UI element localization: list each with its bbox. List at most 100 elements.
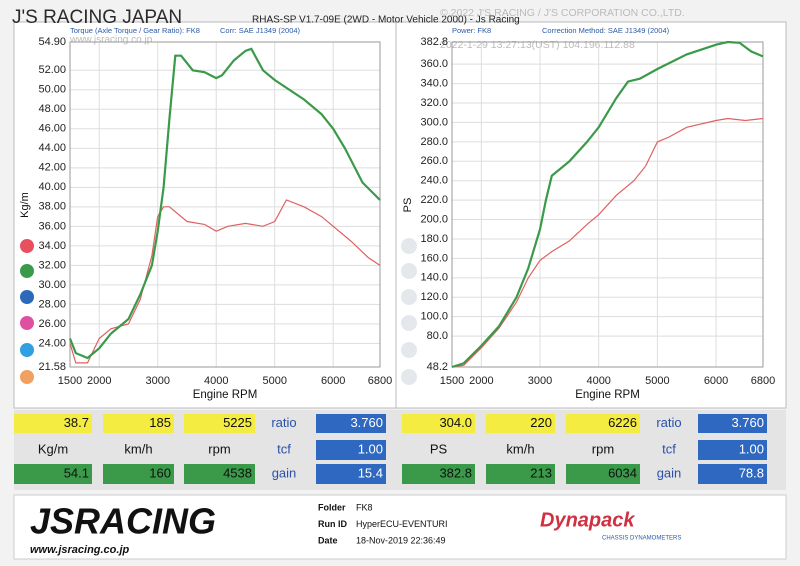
y-tick-label: 300.0	[420, 116, 448, 128]
value-box	[14, 414, 92, 433]
label: tcf	[277, 441, 291, 456]
value-box	[698, 414, 767, 433]
value: 1.00	[358, 441, 383, 456]
chart-title: Power: FK8	[452, 26, 491, 35]
label: tcf	[662, 441, 676, 456]
value: 3.760	[731, 415, 764, 430]
value-box	[566, 414, 640, 433]
x-tick-label: 1500	[440, 375, 464, 387]
x-tick-label: 5000	[262, 375, 286, 387]
unit: PS	[430, 441, 448, 456]
value: 4538	[223, 465, 252, 480]
value-box	[184, 414, 255, 433]
value-box	[316, 464, 386, 484]
y-tick-label: 34.00	[38, 240, 66, 252]
chart-subtitle: Correction Method: SAE J1349 (2004)	[542, 26, 670, 35]
y-tick-label: 48.2	[427, 361, 448, 373]
logo: JSRACING	[30, 501, 216, 542]
value-box	[103, 464, 174, 484]
y-tick-label: 280.0	[420, 136, 448, 148]
value-box	[698, 440, 767, 460]
dot	[401, 263, 417, 279]
x-tick-label: 6800	[368, 375, 392, 387]
y-tick-label: 46.00	[38, 123, 66, 135]
y-tick-label: 21.58	[38, 361, 66, 373]
y-tick-label: 100.0	[420, 311, 448, 323]
value-box	[402, 464, 475, 484]
value: 54.1	[64, 465, 89, 480]
label: ratio	[271, 415, 296, 430]
field-label: Run ID	[318, 519, 347, 529]
field-value: HyperECU-EVENTURI	[356, 519, 448, 529]
y-tick-label: 24.00	[38, 337, 66, 349]
watermark: © 2022 J'S RACING / J'S CORPORATION CO.,…	[440, 7, 685, 19]
value-box	[316, 414, 386, 433]
plot-frame	[69, 41, 381, 368]
x-tick-label: 3000	[528, 375, 552, 387]
x-axis-label: Engine RPM	[193, 389, 258, 401]
value: 6034	[608, 465, 637, 480]
dot	[401, 315, 417, 331]
chart-title: Torque (Axle Torque / Gear Ratio): FK8	[70, 26, 200, 35]
value-box	[184, 464, 255, 484]
x-tick-label: 2000	[469, 375, 493, 387]
brand: J'S RACING JAPAN	[12, 7, 182, 28]
unit: Kg/m	[38, 441, 68, 456]
field-value: FK8	[356, 502, 373, 512]
dot	[20, 370, 34, 384]
value-box	[486, 464, 555, 484]
y-tick-label: 48.00	[38, 103, 66, 115]
unit: km/h	[506, 441, 534, 456]
dot	[401, 289, 417, 305]
value: 304.0	[439, 415, 472, 430]
x-tick-label: 5000	[645, 375, 669, 387]
series-line	[451, 117, 764, 368]
y-tick-label: 180.0	[420, 233, 448, 245]
unit: rpm	[208, 441, 230, 456]
y-tick-label: 80.0	[427, 330, 448, 342]
x-tick-label: 1500	[58, 375, 82, 387]
value: 15.4	[358, 465, 383, 480]
y-axis-label: Kg/m	[19, 192, 31, 218]
dot	[401, 238, 417, 254]
y-tick-label: 200.0	[420, 213, 448, 225]
x-tick-label: 6000	[704, 375, 728, 387]
logo-url: www.jsracing.co.jp	[30, 544, 130, 556]
label: gain	[657, 465, 682, 480]
series-line	[69, 199, 381, 364]
chart-panel	[13, 21, 787, 409]
dot	[401, 342, 417, 358]
x-tick-label: 4000	[586, 375, 610, 387]
value: 5225	[223, 415, 252, 430]
x-axis-label: Engine RPM	[575, 389, 640, 401]
dot	[20, 239, 34, 253]
x-tick-label: 6800	[751, 375, 775, 387]
value: 6226	[608, 415, 637, 430]
value: 160	[149, 465, 171, 480]
dynapack: Dynapack	[540, 509, 635, 531]
dynapack-tagline: CHASSIS DYNAMOMETERS	[602, 536, 681, 542]
y-tick-label: 220.0	[420, 194, 448, 206]
field-label: Folder	[318, 502, 346, 512]
y-tick-label: 50.00	[38, 84, 66, 96]
y-tick-label: 32.00	[38, 259, 66, 271]
y-tick-label: 42.00	[38, 162, 66, 174]
value-box	[566, 464, 640, 484]
unit: km/h	[124, 441, 152, 456]
dot	[20, 316, 34, 330]
y-tick-label: 320.0	[420, 97, 448, 109]
chart-subtitle: Corr: SAE J1349 (2004)	[220, 26, 301, 35]
series-line	[451, 40, 764, 369]
x-tick-label: 3000	[145, 375, 169, 387]
dot	[401, 369, 417, 385]
y-tick-label: 40.00	[38, 181, 66, 193]
dot	[20, 264, 34, 278]
unit: rpm	[592, 441, 614, 456]
dot	[20, 290, 34, 304]
url-watermark: www.jsracing.co.jp	[69, 35, 153, 46]
y-tick-label: 340.0	[420, 77, 448, 89]
y-tick-label: 260.0	[420, 155, 448, 167]
y-tick-label: 30.00	[38, 279, 66, 291]
value-box	[14, 464, 92, 484]
